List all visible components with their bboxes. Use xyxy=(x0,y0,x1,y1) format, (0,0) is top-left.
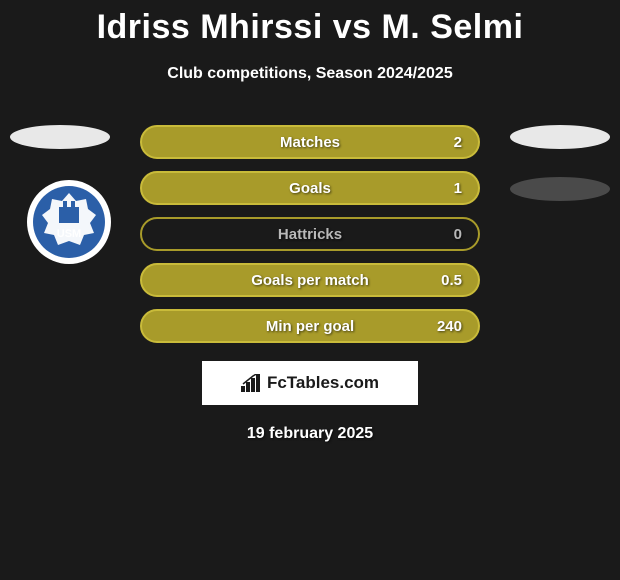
footer-brand-text: FcTables.com xyxy=(267,373,379,393)
stat-bar: Matches 2 xyxy=(140,125,480,159)
stat-bar: Min per goal 240 xyxy=(140,309,480,343)
stat-value: 0 xyxy=(454,226,462,243)
stat-label: Min per goal xyxy=(266,318,354,335)
page-title: Idriss Mhirssi vs M. Selmi xyxy=(0,0,620,47)
stat-value: 2 xyxy=(454,134,462,151)
player-right-ellipse-mid xyxy=(510,177,610,201)
stats-area: USM Matches 2 Goals 1 Hattricks 0 Goals per ma… xyxy=(0,125,620,343)
footer-logo-text: FcTables.com xyxy=(241,373,379,393)
stat-value: 240 xyxy=(437,318,462,335)
stat-label: Hattricks xyxy=(278,226,342,243)
stat-bar: Goals per match 0.5 xyxy=(140,263,480,297)
subtitle: Club competitions, Season 2024/2025 xyxy=(0,65,620,83)
stat-bar: Goals 1 xyxy=(140,171,480,205)
stat-bar: Hattricks 0 xyxy=(140,217,480,251)
player-left-ellipse xyxy=(10,125,110,149)
date-line: 19 february 2025 xyxy=(0,425,620,443)
stat-label: Goals xyxy=(289,180,331,197)
chart-icon xyxy=(241,374,263,392)
stat-value: 0.5 xyxy=(441,272,462,289)
club-badge: USM xyxy=(26,179,112,265)
stat-row: Min per goal 240 xyxy=(0,309,620,343)
stat-row: Goals per match 0.5 xyxy=(0,263,620,297)
svg-text:USM: USM xyxy=(57,228,81,240)
stat-value: 1 xyxy=(454,180,462,197)
stat-label: Goals per match xyxy=(251,272,369,289)
footer-logo: FcTables.com xyxy=(202,361,418,405)
stat-label: Matches xyxy=(280,134,340,151)
player-right-ellipse-top xyxy=(510,125,610,149)
